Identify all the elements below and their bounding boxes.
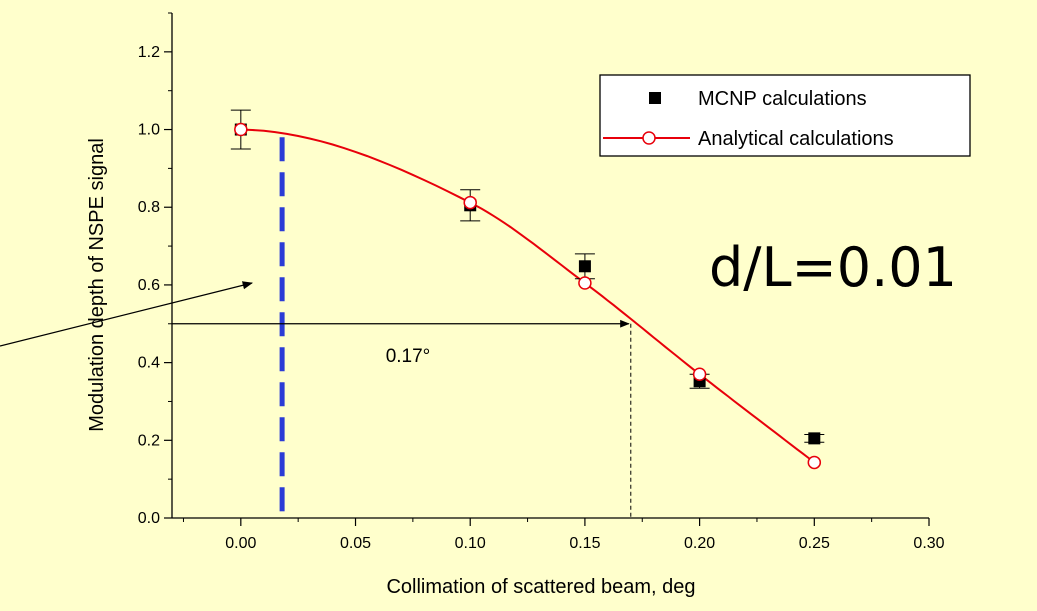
x-tick-label: 0.05 <box>340 535 371 552</box>
analytical-point <box>807 455 822 470</box>
y-tick-label: 0.2 <box>138 432 160 449</box>
x-axis-label: Collimation of scattered beam, deg <box>386 576 695 598</box>
x-tick-label: 0.10 <box>455 535 486 552</box>
y-tick-label: 0.4 <box>138 355 160 372</box>
legend-mcnp-marker <box>649 92 661 104</box>
x-tick-label: 0.20 <box>684 535 715 552</box>
y-axis-label: Modulation depth of NSPE signal <box>86 138 108 432</box>
y-tick-label: 1.2 <box>138 44 160 61</box>
mcnp-point <box>578 260 591 273</box>
y-tick-label: 0.0 <box>138 510 160 527</box>
analytical-point <box>692 367 707 382</box>
y-tick-label: 0.6 <box>138 277 160 294</box>
y-tick-label: 1.0 <box>138 122 160 139</box>
ratio-annotation: d/L=0.01 <box>709 236 957 299</box>
analytical-point <box>463 195 477 210</box>
x-tick-label: 0.30 <box>913 535 944 552</box>
analytical-point <box>234 122 248 137</box>
mcnp-point <box>808 432 821 445</box>
x-tick-label: 0.25 <box>799 535 830 552</box>
legend-box <box>599 74 971 157</box>
x-tick-label: 0.15 <box>569 535 600 552</box>
legend-analytical-label: Analytical calculations <box>698 128 894 150</box>
y-tick-label: 0.8 <box>138 199 160 216</box>
half-width-label: 0.17° <box>386 346 431 367</box>
legend-analytical-marker <box>642 131 656 145</box>
analytical-point <box>578 276 592 290</box>
pointer-arrow <box>0 281 254 347</box>
x-tick-label: 0.00 <box>225 535 256 552</box>
legend-mcnp-label: MCNP calculations <box>698 88 867 110</box>
